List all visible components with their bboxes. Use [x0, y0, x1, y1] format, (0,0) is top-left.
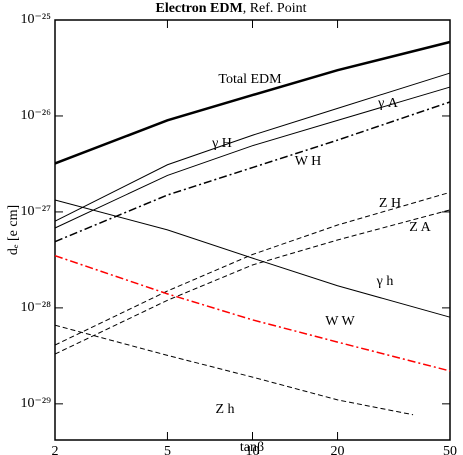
- chart-title: Electron EDM, Ref. Point: [155, 1, 306, 16]
- y-tick-label: 10⁻²⁷: [21, 204, 52, 219]
- series-line: [54, 209, 451, 355]
- series-line: [54, 72, 451, 222]
- title-bold: Electron EDM: [155, 1, 242, 16]
- y-tick-label: 10⁻²⁸: [21, 300, 52, 315]
- x-tick-label: 5: [164, 444, 171, 455]
- series-label: Z h: [215, 402, 234, 417]
- series-line: [54, 86, 451, 229]
- x-tick-label: 2: [52, 444, 59, 455]
- y-axis-label: dₑ [e cm]: [6, 205, 21, 255]
- title-suffix: , Ref. Point: [243, 1, 307, 16]
- series-label: Z H: [379, 196, 401, 211]
- series-line: [54, 199, 451, 318]
- y-tick-label: 10⁻²⁶: [21, 108, 52, 123]
- series-label: Z A: [409, 220, 431, 235]
- y-tick-label: 10⁻²⁹: [21, 396, 52, 411]
- series-line: [54, 40, 451, 165]
- series-label: Total EDM: [218, 72, 282, 87]
- series-label: γ h: [376, 274, 394, 289]
- x-tick-label: 50: [443, 444, 457, 455]
- series-label: W H: [295, 154, 322, 169]
- y-tick-label: 10⁻²⁵: [21, 12, 52, 27]
- x-tick-label: 10: [246, 444, 260, 455]
- series-label: W W: [325, 314, 355, 329]
- series-line: [54, 254, 451, 372]
- x-axis-label: tanβ: [240, 440, 264, 455]
- series-label: γ H: [211, 136, 232, 151]
- series-label: γ A: [377, 96, 399, 111]
- series-line: [54, 191, 451, 346]
- x-tick-label: 20: [331, 444, 345, 455]
- series-line: [54, 101, 451, 243]
- series-line: [54, 324, 414, 416]
